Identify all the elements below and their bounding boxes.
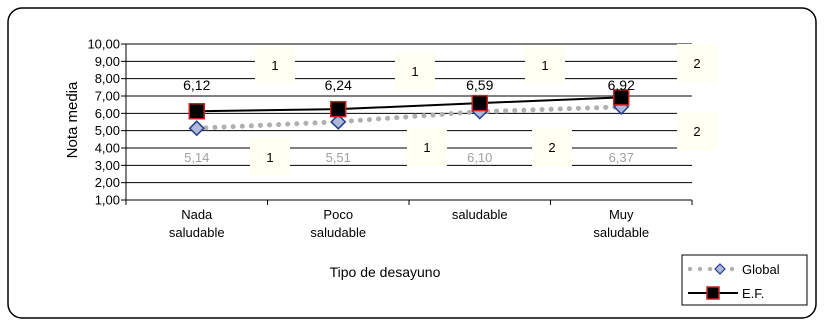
series-global-data-label: 6,10 [467,150,492,165]
legend-box [681,254,808,306]
y-tick-label: 7,00 [95,89,120,104]
series-ef-point [613,89,630,106]
legend: Global E.F. [681,254,808,306]
x-tick-label: Poco saludable [310,207,366,240]
y-tick-label: 10,00 [87,37,120,52]
annotation-box [250,138,290,176]
annotation-label: 1 [423,140,430,155]
x-tick-label-line: saludable [310,225,366,240]
series-global-point [330,113,347,130]
legend-global-swatch-dot [697,266,703,272]
annotation-label: 1 [266,150,273,165]
annotation-box [525,46,565,84]
annotation-label: 1 [411,64,418,79]
x-tick-label: saludable [452,207,508,222]
x-tick-label-line: Nada [181,207,213,222]
y-tick-label: 6,00 [95,106,120,121]
series-ef-point [330,100,347,118]
legend-global-label: Global [742,262,780,277]
series-global-line [194,104,624,131]
y-tick-label: 5,00 [95,123,120,138]
annotation-box [677,44,717,82]
series-layer [188,89,630,137]
annotation-box [407,128,447,166]
series-ef-data-label: 6,92 [608,77,635,93]
legend-global-swatch-dot [687,266,693,272]
x-tick-label: Nada saludable [169,207,225,240]
y-tick-label: 8,00 [95,71,120,86]
annotation-label: 1 [541,58,548,73]
y-tick-label: 3,00 [95,158,120,173]
annotation-box [532,128,572,166]
series-ef-data-label: 6,12 [183,77,210,93]
series-ef-data-label: 6,59 [466,77,493,93]
y-tick-label: 4,00 [95,141,120,156]
legend-ef-label: E.F. [742,286,764,301]
series-global-data-label: 6,37 [609,150,634,165]
axis-layer: 1,00 2,00 3,00 4,00 5,00 6,00 7,00 8,00 9,00 10,0… [87,37,693,240]
annotation-label: 2 [693,124,700,139]
x-tick-label-line: Poco [323,207,353,222]
x-axis-title: Tipo de desayuno [330,264,441,280]
annotation-label: 1 [271,58,278,73]
annotation-box [677,112,717,150]
series-ef-point [188,103,205,120]
y-tick-label: 1,00 [95,193,120,208]
x-tick-label-line: saludable [452,207,508,222]
legend-global-swatch-dot [707,266,713,272]
legend-global-swatch-marker [714,263,726,275]
series-ef-data-label: 6,24 [325,77,352,93]
series-global-data-label: 5,14 [184,150,209,165]
y-tick-label: 9,00 [95,54,120,69]
y-tick-label: 2,00 [95,175,120,190]
annotation-label: 2 [548,140,555,155]
x-tick-label-line: saludable [169,225,225,240]
legend-ef-swatch-marker [706,286,720,300]
x-tick-label-line: Muy [609,207,634,222]
y-axis-title: Nota media [64,81,81,158]
annotation-label: 2 [693,56,700,71]
x-tick-label-line: saludable [593,225,649,240]
annotation-layer [250,44,717,176]
annotation-box [255,46,295,84]
series-global-point [188,120,205,137]
series-ef-point [471,94,488,112]
label-layer: 1 1 1 2 1 1 2 2 6,12 6,24 6,59 6,92 5,14 5,51 6,10 6,37 [183,56,700,165]
legend-global-swatch-dot [729,266,735,272]
series-ef-line [196,96,622,113]
x-tick-label: Muy saludable [593,207,649,240]
annotation-box [395,52,435,90]
series-global-data-label: 5,51 [326,150,351,165]
